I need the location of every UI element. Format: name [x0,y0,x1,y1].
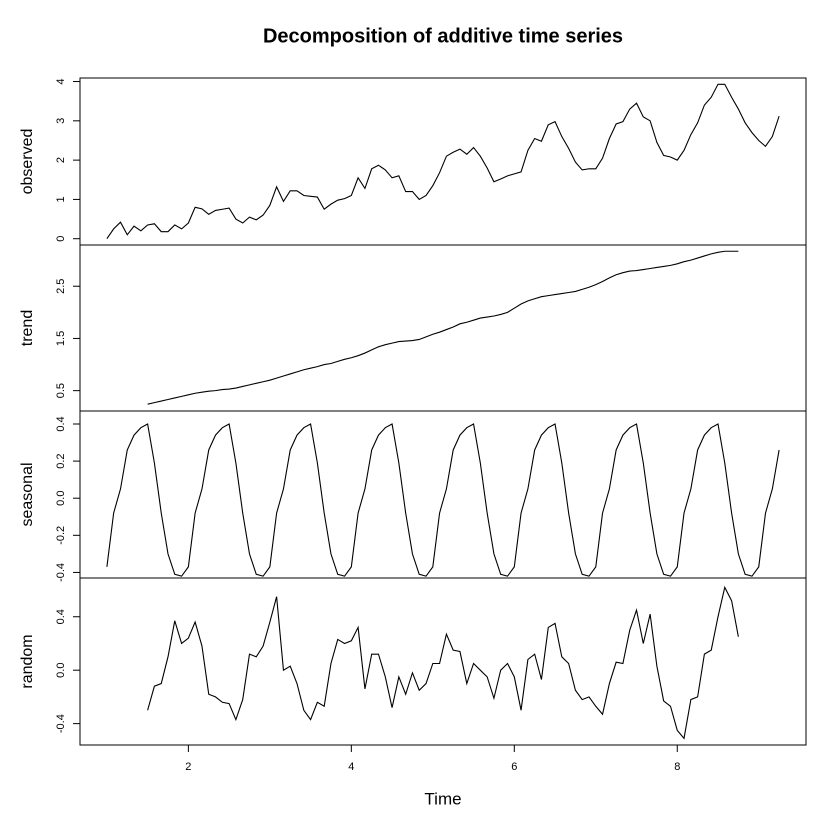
data-line [106,83,780,240]
y-tick-label: -0.4 [55,714,67,733]
y-tick-label: -0.2 [55,526,67,545]
x-tick-label: 8 [674,761,680,773]
y-tick-label: 0.4 [55,416,67,431]
data-line [106,423,780,577]
y-tick-label: 2.5 [55,279,67,294]
y-axis-label: trend [19,310,36,346]
y-tick-label: 0.4 [55,609,67,624]
panel-frame [79,410,807,579]
data-line [147,250,739,405]
y-tick-label: 2 [55,157,67,163]
y-tick-label: 0.5 [55,383,67,398]
y-tick-label: 4 [55,78,67,84]
panel-frame [79,577,807,746]
y-axis-label: observed [19,129,36,195]
chart-title: Decomposition of additive time series [263,25,623,47]
y-tick-label: 0 [55,236,67,242]
x-tick-label: 4 [348,761,354,773]
panel-frame [79,244,807,412]
panel-frame [79,77,807,246]
y-tick-label: 3 [55,118,67,124]
y-tick-label: 0.0 [55,491,67,506]
y-axis-label: seasonal [19,462,36,526]
y-axis-label: random [19,634,36,688]
data-line [147,585,739,740]
y-tick-label: 1.5 [55,331,67,346]
y-tick-label: 1 [55,196,67,202]
y-tick-label: -0.4 [55,563,67,582]
x-tick-label: 6 [511,761,517,773]
y-tick-label: 0.2 [55,453,67,468]
y-tick-label: 0.0 [55,663,67,678]
x-axis-label: Time [424,789,461,808]
x-tick-label: 2 [185,761,191,773]
